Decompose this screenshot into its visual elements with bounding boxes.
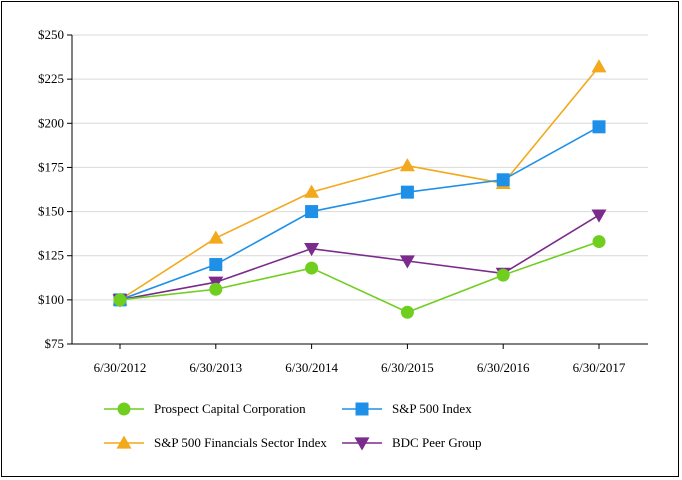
data-point — [591, 59, 607, 73]
x-tick-label: 6/30/2016 — [477, 360, 530, 375]
y-tick-label: $225 — [38, 71, 64, 86]
legend-item: Prospect Capital Corporation — [104, 401, 306, 416]
legend: Prospect Capital Corporation S&P 500 Inde… — [104, 401, 482, 451]
data-point — [209, 258, 223, 272]
series-line — [119, 126, 600, 301]
legend-item: BDC Peer Group — [342, 435, 482, 451]
axes — [67, 34, 648, 349]
y-tick-label: $250 — [38, 27, 64, 42]
data-point — [400, 305, 414, 319]
series-line — [119, 240, 600, 314]
data-point — [400, 185, 414, 199]
y-tick-label: $75 — [45, 336, 65, 351]
legend-marker — [117, 402, 131, 416]
legend-label: Prospect Capital Corporation — [154, 401, 306, 416]
data-point — [304, 243, 320, 257]
y-tick-label: $200 — [38, 115, 64, 130]
x-tick-label: 6/30/2012 — [94, 360, 147, 375]
legend-label: S&P 500 Financials Sector Index — [154, 435, 327, 450]
y-tick-label: $175 — [38, 159, 64, 174]
data-point — [592, 120, 606, 134]
legend-label: S&P 500 Index — [392, 401, 472, 416]
data-point — [305, 261, 319, 275]
legend-marker — [355, 402, 369, 416]
data-point — [209, 282, 223, 296]
series-lines — [112, 59, 607, 319]
data-point — [304, 184, 320, 198]
data-point — [399, 158, 415, 172]
series-1 — [113, 120, 606, 307]
legend-item: S&P 500 Index — [342, 401, 472, 416]
series-line — [119, 214, 600, 301]
data-point — [113, 293, 127, 307]
x-tick-label: 6/30/2015 — [381, 360, 434, 375]
y-tick-label: $125 — [38, 248, 64, 263]
legend-item: S&P 500 Financials Sector Index — [104, 435, 327, 450]
data-point — [496, 173, 510, 187]
y-tick-labels: $75 $100 $125 $150 $175 $200 $225 $250 — [38, 27, 64, 351]
data-point — [208, 230, 224, 244]
data-point — [305, 205, 319, 219]
legend-marker — [116, 435, 132, 449]
data-point — [591, 209, 607, 223]
y-tick-label: $100 — [38, 292, 64, 307]
data-point — [592, 235, 606, 249]
legend-marker — [354, 437, 370, 451]
x-tick-labels: 6/30/2012 6/30/2013 6/30/2014 6/30/2015 6/30… — [94, 360, 626, 375]
x-tick-label: 6/30/2017 — [573, 360, 626, 375]
series-line — [119, 66, 600, 301]
series-0 — [113, 235, 606, 319]
data-point — [399, 255, 415, 269]
data-point — [496, 268, 510, 282]
series-2 — [112, 59, 607, 306]
y-tick-label: $150 — [38, 204, 64, 219]
gridlines — [72, 34, 648, 301]
x-tick-label: 6/30/2013 — [189, 360, 242, 375]
x-tick-label: 6/30/2014 — [285, 360, 338, 375]
legend-label: BDC Peer Group — [392, 435, 482, 450]
